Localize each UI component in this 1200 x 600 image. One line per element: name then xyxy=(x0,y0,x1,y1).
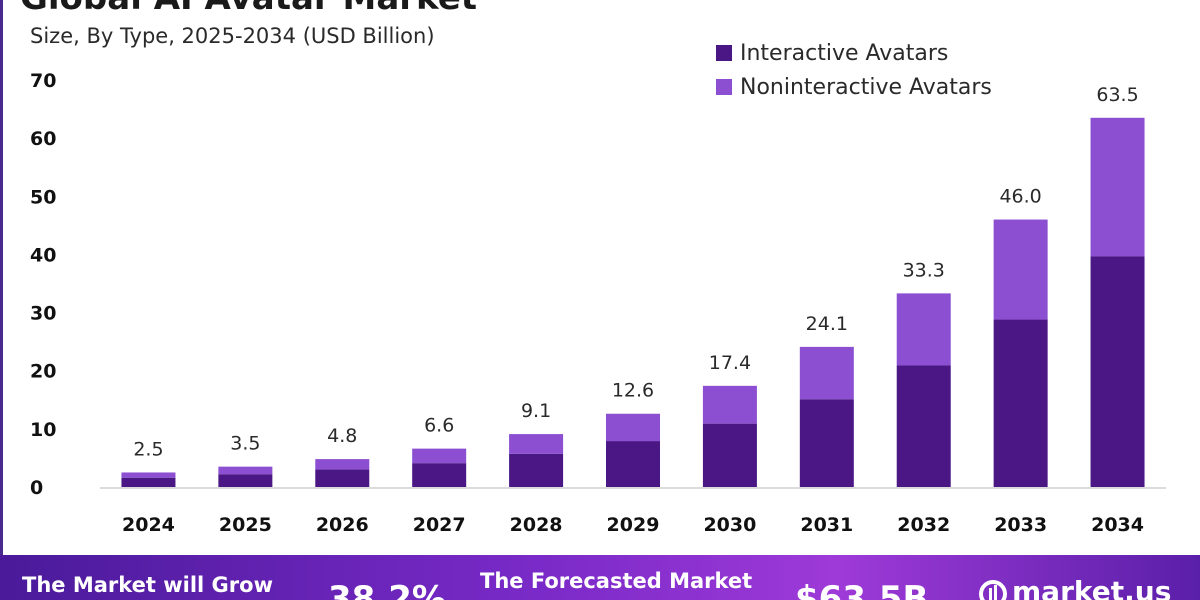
x-tick-label: 2034 xyxy=(1091,514,1144,536)
y-tick-label: 10 xyxy=(30,419,56,441)
x-tick-label: 2031 xyxy=(800,514,853,536)
footer-grow-text: The Market will Grow xyxy=(22,573,273,597)
bar-segment-noninteractive xyxy=(121,472,176,478)
x-tick-label: 2028 xyxy=(510,514,563,536)
bar-segment-noninteractive xyxy=(799,346,854,400)
legend-label-noninteractive: Noninteractive Avatars xyxy=(740,74,992,100)
legend-swatch-noninteractive xyxy=(716,79,732,95)
x-tick-label: 2033 xyxy=(994,514,1047,536)
bar-total-label: 2.5 xyxy=(133,438,163,460)
bar-segment-interactive xyxy=(606,441,660,487)
legend-item-interactive: Interactive Avatars xyxy=(716,36,992,70)
footer-cagr-value: 38.2% xyxy=(328,579,446,600)
footer-brand-text: market.us xyxy=(1012,575,1172,600)
bar-segment-interactive xyxy=(315,469,370,487)
bar-segment-interactive xyxy=(702,423,757,487)
bar-segment-noninteractive xyxy=(896,293,951,366)
x-tick-label: 2025 xyxy=(219,514,272,536)
bar-segment-interactive xyxy=(509,453,564,487)
bar-total-label: 17.4 xyxy=(709,352,751,374)
y-tick-label: 20 xyxy=(30,361,56,383)
bar-segment-noninteractive xyxy=(993,219,1048,320)
y-tick-label: 50 xyxy=(30,186,56,208)
legend-swatch-interactive xyxy=(716,45,732,61)
bar-total-label: 12.6 xyxy=(612,380,654,402)
bar-total-label: 33.3 xyxy=(903,259,945,281)
bar-total-label: 46.0 xyxy=(999,186,1041,208)
x-tick-label: 2032 xyxy=(897,514,950,536)
y-tick-label: 40 xyxy=(30,244,56,266)
left-accent-border xyxy=(0,0,3,555)
y-tick-label: 60 xyxy=(30,128,56,150)
bar-segment-noninteractive xyxy=(606,413,660,442)
y-tick-label: 30 xyxy=(30,303,56,325)
bar-segment-noninteractive xyxy=(315,459,370,470)
chart-subtitle: Size, By Type, 2025-2034 (USD Billion) xyxy=(30,24,435,48)
x-tick-label: 2026 xyxy=(316,514,369,536)
legend-label-interactive: Interactive Avatars xyxy=(740,40,949,66)
footer-banner: The Market will Grow 38.2% The Forecaste… xyxy=(0,555,1200,600)
x-tick-label: 2029 xyxy=(607,514,660,536)
y-tick-label: 70 xyxy=(30,70,56,92)
bar-segment-noninteractive xyxy=(1090,117,1145,257)
bar-total-label: 3.5 xyxy=(230,433,260,455)
bar-segment-interactive xyxy=(896,365,951,487)
bar-total-label: 63.5 xyxy=(1096,84,1138,106)
bar-segment-noninteractive xyxy=(218,466,273,475)
bar-segment-interactive xyxy=(799,399,854,487)
legend-item-noninteractive: Noninteractive Avatars xyxy=(716,70,992,104)
bar-segment-interactive xyxy=(1090,256,1145,487)
legend: Interactive Avatars Noninteractive Avata… xyxy=(716,36,992,104)
chart-title: Global AI Avatar Market xyxy=(20,0,477,18)
bar-segment-interactive xyxy=(412,463,467,487)
x-tick-label: 2030 xyxy=(703,514,756,536)
y-tick-label: 0 xyxy=(30,477,43,499)
bar-segment-noninteractive xyxy=(702,385,757,424)
bar-total-label: 24.1 xyxy=(806,313,848,335)
footer-forecast-value: $63.5B xyxy=(795,579,929,600)
stacked-bar-chart: 0102030405060702.520243.520254.820266.62… xyxy=(30,70,1166,536)
footer-forecast-text: The Forecasted Market xyxy=(480,569,753,593)
x-tick-label: 2024 xyxy=(122,514,175,536)
bar-total-label: 6.6 xyxy=(424,415,454,437)
bar-segment-interactive xyxy=(121,477,176,487)
bar-segment-interactive xyxy=(993,319,1048,487)
bar-segment-noninteractive xyxy=(509,434,564,454)
bar-total-label: 9.1 xyxy=(521,400,551,422)
bar-segment-interactive xyxy=(218,474,273,487)
market-us-logo-icon xyxy=(979,580,1007,600)
bar-total-label: 4.8 xyxy=(327,425,357,447)
x-tick-label: 2027 xyxy=(413,514,466,536)
bar-segment-noninteractive xyxy=(412,448,467,464)
